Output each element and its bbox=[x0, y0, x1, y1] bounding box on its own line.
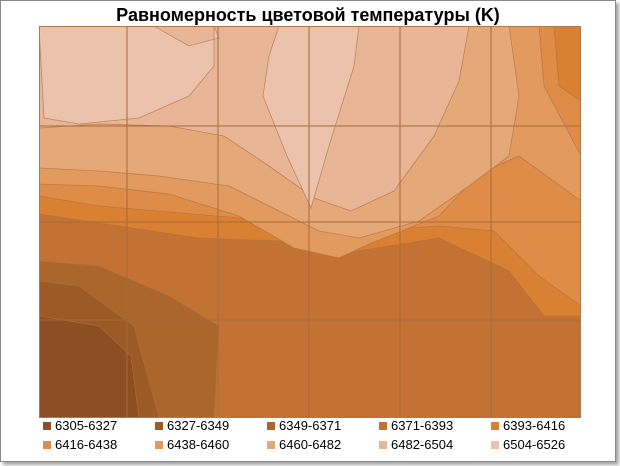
legend-item: 6416-6438 bbox=[43, 437, 155, 452]
legend-label: 6371-6393 bbox=[391, 418, 454, 433]
plot-border bbox=[39, 26, 581, 418]
legend-label: 6460-6482 bbox=[279, 437, 342, 452]
legend-item: 6482-6504 bbox=[379, 437, 491, 452]
legend-item: 6349-6371 bbox=[267, 418, 379, 433]
legend-swatch bbox=[155, 421, 163, 430]
legend-label: 6305-6327 bbox=[55, 418, 118, 433]
legend-label: 6393-6416 bbox=[503, 418, 566, 433]
legend-item: 6438-6460 bbox=[155, 437, 267, 452]
legend-label: 6482-6504 bbox=[391, 437, 454, 452]
contour-band-9b bbox=[262, 26, 360, 210]
legend-swatch bbox=[379, 440, 387, 449]
legend-item: 6504-6526 bbox=[491, 437, 603, 452]
legend-item: 6327-6349 bbox=[155, 418, 267, 433]
legend-swatch bbox=[379, 421, 387, 430]
legend-label: 6327-6349 bbox=[167, 418, 230, 433]
contour-plot-area bbox=[39, 26, 581, 418]
legend-swatch bbox=[43, 421, 51, 430]
legend-label: 6349-6371 bbox=[279, 418, 342, 433]
legend: 6305-6327 6327-6349 6349-6371 6371-6393 6393… bbox=[43, 418, 603, 452]
gridlines bbox=[39, 26, 581, 418]
chart-title: Равномерность цветовой температуры (K) bbox=[116, 5, 500, 25]
legend-swatch bbox=[155, 440, 163, 449]
legend-swatch bbox=[267, 421, 275, 430]
legend-swatch bbox=[491, 440, 499, 449]
legend-item: 6305-6327 bbox=[43, 418, 155, 433]
legend-swatch bbox=[267, 440, 275, 449]
contour-band-9a bbox=[39, 26, 220, 125]
legend-item: 6393-6416 bbox=[491, 418, 603, 433]
legend-swatch bbox=[491, 421, 499, 430]
legend-label: 6416-6438 bbox=[55, 437, 118, 452]
legend-item: 6460-6482 bbox=[267, 437, 379, 452]
legend-label: 6504-6526 bbox=[503, 437, 566, 452]
legend-swatch bbox=[43, 440, 51, 449]
legend-item: 6371-6393 bbox=[379, 418, 491, 433]
legend-label: 6438-6460 bbox=[167, 437, 230, 452]
